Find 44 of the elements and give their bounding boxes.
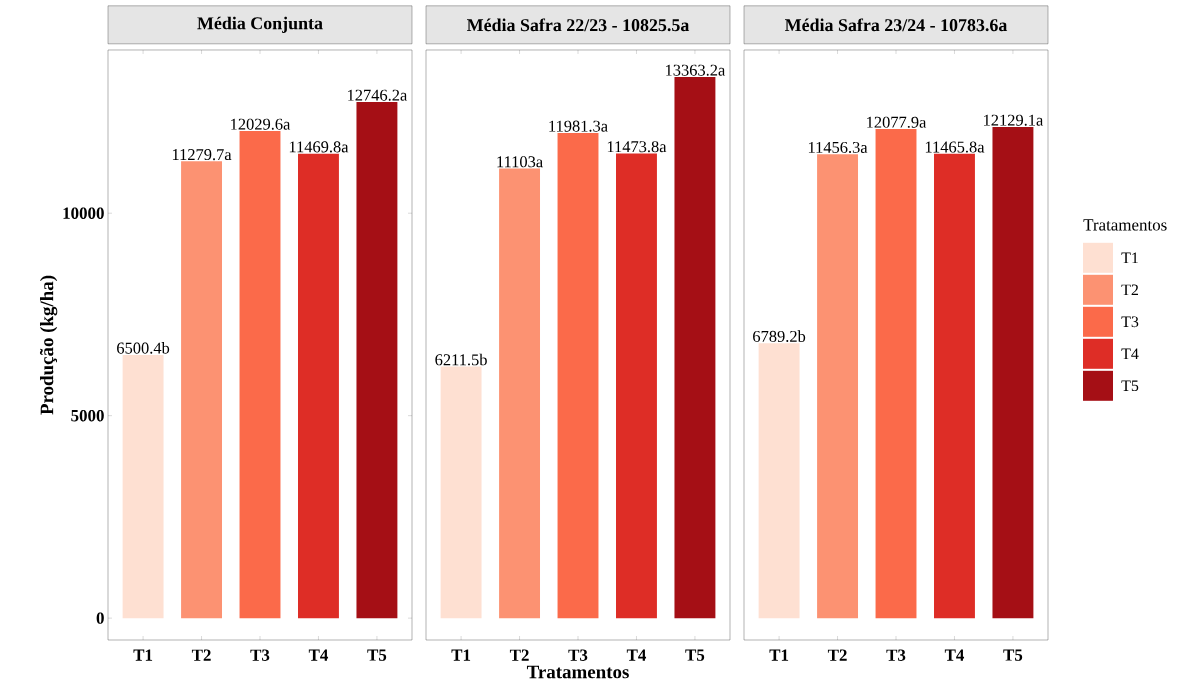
x-tick-label: T2 — [827, 649, 847, 661]
x-tick-label: T3 — [568, 649, 588, 661]
x-tick-label: T1 — [133, 649, 153, 661]
x-tick-label: T1 — [451, 649, 471, 661]
x-tick-label: T4 — [626, 649, 647, 661]
x-tick-label: T4 — [944, 649, 965, 661]
x-tick-label: T1 — [769, 649, 789, 661]
data-label: 11981.3a — [549, 120, 608, 132]
y-tick-label: 0 — [96, 612, 104, 624]
legend-label: T4 — [1121, 348, 1139, 360]
data-label: 11465.8a — [925, 141, 985, 153]
y-tick-label: 10000 — [63, 207, 104, 219]
x-tick-label: T3 — [886, 649, 906, 661]
x-tick-label: T3 — [250, 649, 270, 661]
x-tick-label: T5 — [1003, 649, 1023, 661]
chart-title: Média Safra 23/24 - 10783.6a — [785, 18, 1008, 32]
data-label: 12129.1a — [984, 114, 1044, 126]
x-tick-label: T2 — [191, 649, 211, 661]
y-axis-title: Produção (kg/ha) — [39, 275, 58, 415]
x-axis-title: Tratamentos — [526, 665, 629, 679]
data-label: 12029.6a — [231, 118, 291, 130]
data-label: 11469.8a — [289, 141, 349, 153]
data-label: 11279.7a — [172, 149, 232, 161]
data-label: 11456.3a — [808, 141, 868, 154]
y-tick-label: 5000 — [71, 409, 104, 422]
data-label: 12077.9a — [867, 116, 927, 128]
data-label: 11473.8a — [607, 141, 667, 153]
x-tick-label: T5 — [367, 649, 387, 661]
legend-title: Tratamentos — [1083, 219, 1167, 231]
legend-label: T5 — [1121, 380, 1139, 392]
chart-title: Média Safra 22/23 - 10825.5a — [467, 18, 690, 32]
data-label: 13363.2a — [666, 64, 726, 76]
legend-label: T2 — [1121, 284, 1139, 296]
legend-label: T1 — [1121, 252, 1138, 264]
chart-title: Média Conjunta — [197, 16, 323, 33]
x-tick-label: T5 — [685, 649, 705, 661]
data-label: 11103a — [497, 156, 543, 168]
data-label: 6789.2b — [753, 330, 806, 343]
x-tick-label: T4 — [308, 649, 329, 661]
data-label: 6211.5b — [435, 353, 487, 366]
legend-label: T3 — [1121, 316, 1139, 328]
data-label: 12746.2a — [348, 89, 408, 101]
x-tick-label: T2 — [509, 649, 529, 661]
data-label: 6500.4b — [117, 342, 170, 354]
